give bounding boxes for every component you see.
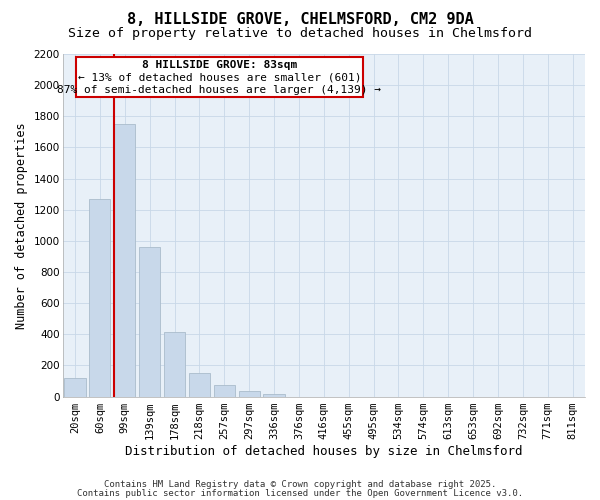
Bar — [64, 378, 86, 396]
FancyBboxPatch shape — [76, 58, 363, 97]
Bar — [114, 124, 136, 396]
Bar — [263, 394, 284, 396]
Bar — [189, 373, 210, 396]
Text: 8, HILLSIDE GROVE, CHELMSFORD, CM2 9DA: 8, HILLSIDE GROVE, CHELMSFORD, CM2 9DA — [127, 12, 473, 28]
Bar — [139, 247, 160, 396]
Text: ← 13% of detached houses are smaller (601): ← 13% of detached houses are smaller (60… — [77, 72, 361, 82]
Bar — [164, 332, 185, 396]
Text: Contains HM Land Registry data © Crown copyright and database right 2025.: Contains HM Land Registry data © Crown c… — [104, 480, 496, 489]
Y-axis label: Number of detached properties: Number of detached properties — [15, 122, 28, 328]
Bar — [214, 385, 235, 396]
Text: 87% of semi-detached houses are larger (4,139) →: 87% of semi-detached houses are larger (… — [58, 84, 382, 94]
Text: Contains public sector information licensed under the Open Government Licence v3: Contains public sector information licen… — [77, 488, 523, 498]
Bar — [239, 391, 260, 396]
Bar — [89, 199, 110, 396]
Text: Size of property relative to detached houses in Chelmsford: Size of property relative to detached ho… — [68, 28, 532, 40]
X-axis label: Distribution of detached houses by size in Chelmsford: Distribution of detached houses by size … — [125, 444, 523, 458]
Text: 8 HILLSIDE GROVE: 83sqm: 8 HILLSIDE GROVE: 83sqm — [142, 60, 297, 70]
